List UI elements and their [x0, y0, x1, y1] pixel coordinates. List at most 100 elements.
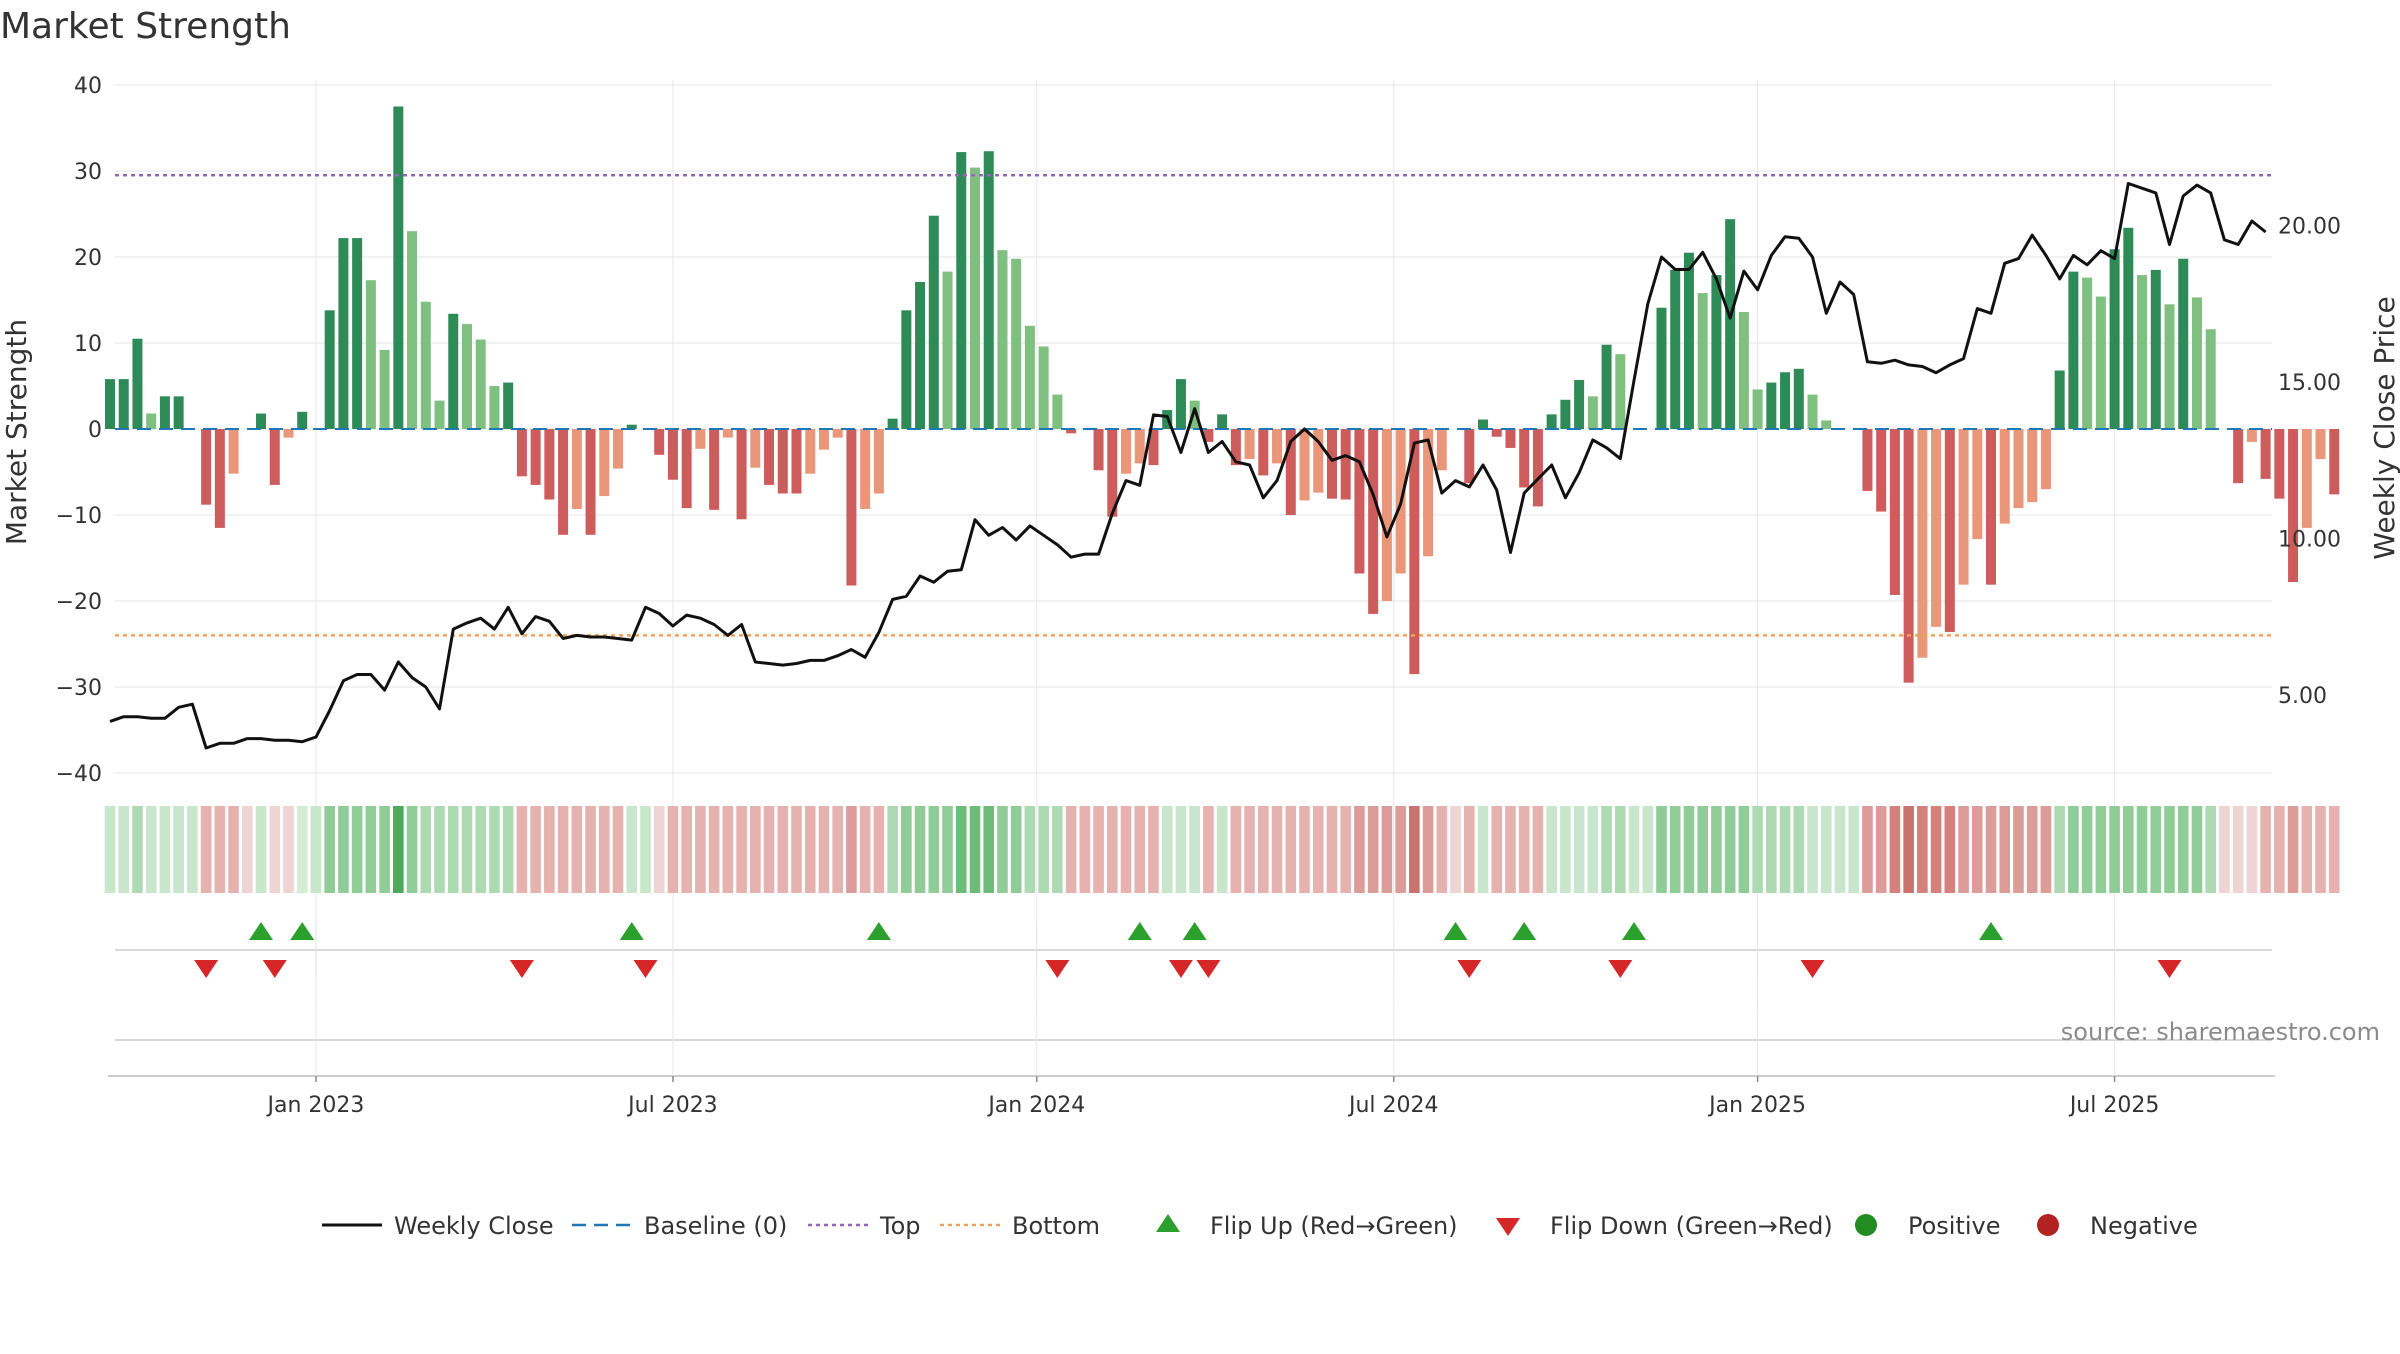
heat-cell [1669, 806, 1681, 893]
strength-bar [1491, 429, 1502, 437]
heat-cell [296, 806, 308, 893]
x-axis: Jan 2023 Jul 2023 Jan 2024 Jul 2024 Jan 2025… [108, 1005, 2275, 1118]
heat-cell [2054, 806, 2065, 893]
heat-cell [1312, 806, 1324, 893]
strength-bar [1546, 414, 1557, 429]
strength-bar [159, 396, 170, 429]
heat-cell [1573, 806, 1585, 893]
heat-cell [1711, 806, 1722, 893]
heat-cell [997, 806, 1008, 893]
heat-cell [708, 806, 720, 893]
heat-cell [1518, 806, 1530, 893]
heat-cell [1985, 806, 1997, 893]
heat-cell [1656, 806, 1667, 893]
heat-cell [585, 806, 596, 893]
heat-cell [393, 806, 404, 893]
strength-bar [832, 429, 843, 438]
strength-bar [915, 281, 926, 429]
y-tick-label: 30 [74, 160, 102, 185]
strength-bar [1381, 429, 1392, 601]
strength-bar [2301, 429, 2312, 528]
heat-cell [859, 806, 871, 893]
strength-bar [516, 429, 527, 477]
strength-bar [1903, 429, 1914, 683]
strength-bar [1436, 429, 1447, 471]
strength-bar [1478, 419, 1488, 429]
heat-cell [310, 806, 322, 893]
strength-bar [475, 339, 486, 429]
strength-bar [1299, 429, 1310, 501]
strength-bar [1670, 269, 1681, 429]
strength-bar [297, 411, 308, 429]
heat-cell [1862, 806, 1873, 893]
strength-bar [324, 310, 335, 429]
flip-up-marker [1622, 922, 1647, 940]
heat-cell [1299, 806, 1310, 893]
heat-cell [1560, 806, 1571, 893]
heat-cell [1367, 806, 1379, 893]
strength-bar [1958, 429, 1969, 585]
heat-cell [804, 806, 816, 893]
heat-cell [2328, 806, 2340, 893]
heat-cell [1477, 806, 1489, 893]
flip-down-marker [1800, 960, 1825, 978]
strength-bar [1285, 429, 1296, 515]
strength-bar [791, 429, 802, 494]
heat-cell [2177, 806, 2189, 893]
strength-bar [1752, 389, 1763, 429]
heat-cell [763, 806, 775, 893]
heat-cell [1340, 806, 1351, 893]
strength-bar [2123, 227, 2134, 429]
strength-bar [1766, 382, 1777, 429]
strength-bar [736, 429, 747, 520]
legend-swatch-positive [1855, 1214, 1877, 1236]
strength-bar [173, 396, 184, 429]
strength-bar [2260, 429, 2271, 479]
legend-label-negative: Negative [2090, 1212, 2198, 1240]
heat-cell [200, 806, 212, 893]
strength-bar [942, 271, 953, 429]
flip-up-marker [1443, 922, 1468, 940]
y2-axis-title: Weekly Close Price [2368, 296, 2400, 559]
heat-cell [1724, 806, 1736, 893]
heat-cell [1766, 806, 1777, 893]
strength-bar [1917, 429, 1928, 658]
legend-swatch-flip-down [1496, 1218, 1520, 1236]
strength-bar [1821, 420, 1832, 429]
heat-cell [365, 806, 377, 893]
heat-cell [1052, 806, 1063, 893]
heat-cell [434, 806, 445, 893]
strength-bar [407, 231, 418, 429]
heat-cell [2191, 806, 2203, 893]
heat-cell [2123, 806, 2134, 893]
heat-cell [475, 806, 487, 893]
flip-up-marker [866, 922, 891, 940]
heat-cell [1244, 806, 1255, 893]
heat-cell [887, 806, 898, 893]
heat-cell [1642, 806, 1654, 893]
flip-markers [115, 922, 2272, 978]
strength-bar [585, 429, 596, 535]
strength-bar [1313, 429, 1324, 493]
heat-cell [489, 806, 500, 893]
strength-bar [667, 429, 678, 480]
strength-bar [1189, 400, 1200, 429]
strength-bar [1986, 429, 1997, 585]
strength-bar [709, 429, 720, 510]
strength-bar [846, 429, 857, 586]
heat-cell [2013, 806, 2024, 893]
heat-cell [1093, 806, 1104, 893]
strength-bar [1532, 429, 1543, 507]
strength-bar [461, 324, 472, 429]
flip-up-marker [1127, 922, 1152, 940]
strength-bar [1203, 429, 1214, 442]
strength-bar [489, 386, 500, 429]
flip-down-marker [1196, 960, 1221, 978]
heat-cell [145, 806, 157, 893]
heat-cell [1807, 806, 1818, 893]
strength-bar [201, 429, 212, 505]
heat-cell [2301, 806, 2313, 893]
strength-bar [2137, 275, 2148, 429]
legend: Weekly Close Baseline (0) Top Bottom Flip Up… [322, 1212, 2198, 1240]
